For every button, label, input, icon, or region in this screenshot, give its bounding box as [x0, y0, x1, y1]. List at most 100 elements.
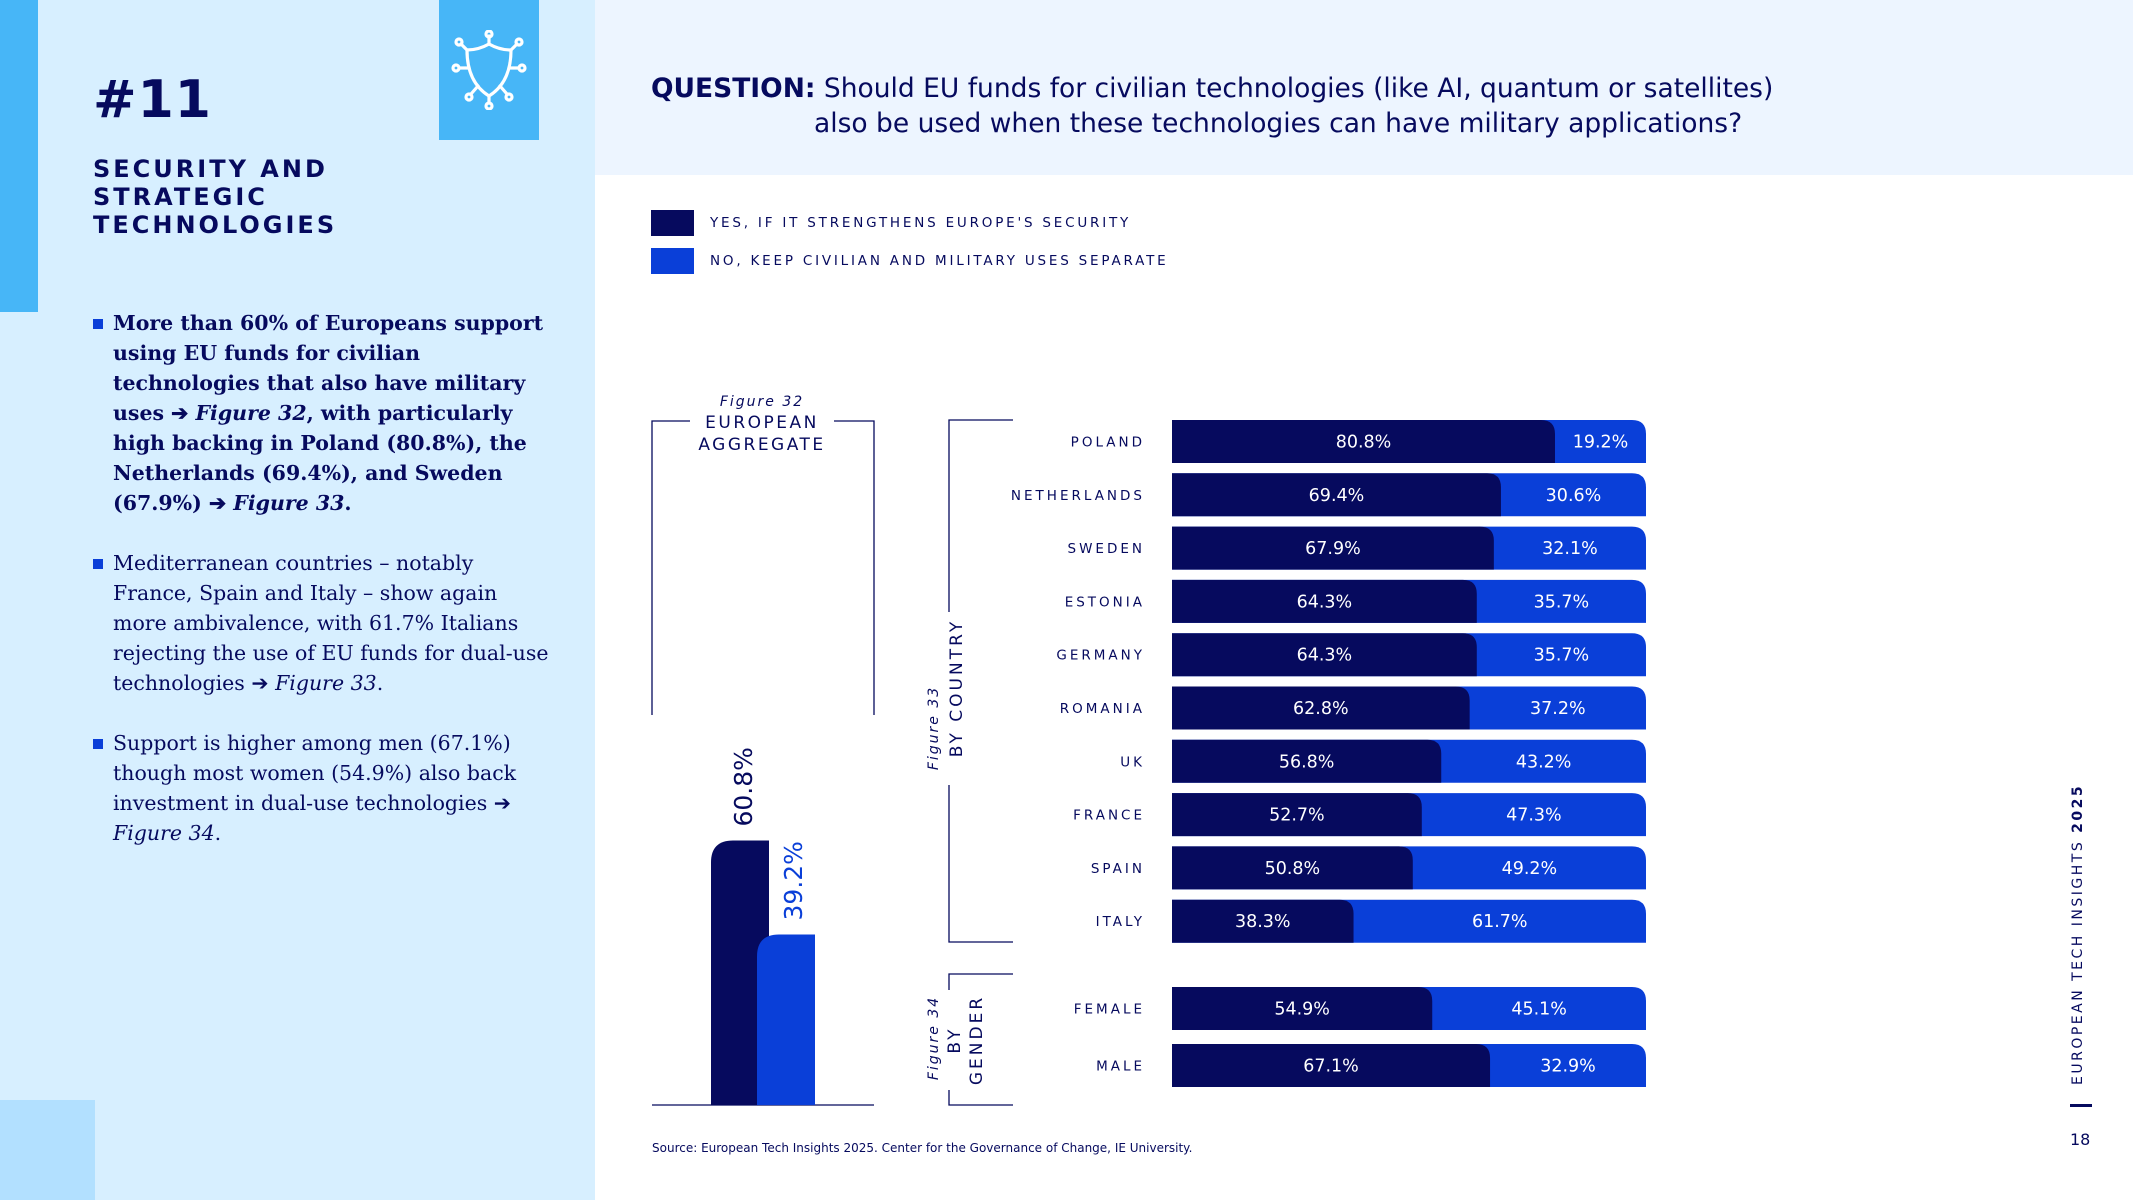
bar-yes — [1172, 739, 1442, 783]
bar-yes — [1172, 473, 1501, 517]
accent-bar — [0, 0, 38, 312]
data-label-no: 47.3% — [1506, 806, 1562, 826]
chart-title: BY COUNTRY — [947, 619, 967, 757]
bullet-text: . — [344, 491, 352, 515]
data-label-no: 39.2% — [779, 841, 808, 920]
bullet-text: More than 60% of Europeans support using… — [113, 311, 544, 425]
side-title-text: EUROPEAN TECH INSIGHTS 2025 — [2070, 784, 2086, 1085]
bar-yes — [1172, 846, 1413, 890]
legend-item-no: NO, KEEP CIVILIAN AND MILITARY USES SEPA… — [651, 248, 1169, 274]
data-label-yes: 67.1% — [1303, 1057, 1359, 1077]
data-label-no: 49.2% — [1502, 859, 1558, 879]
data-label-no: 32.1% — [1542, 539, 1598, 559]
bullet-marker — [93, 559, 103, 569]
bullet-text: , with particularly high backing in Pola… — [113, 401, 527, 515]
survey-question: QUESTION: Should EU funds for civilian t… — [651, 71, 1951, 141]
category-label: SPAIN — [1091, 861, 1145, 877]
chart-legend: YES, IF IT STRENGTHENS EUROPE'S SECURITY… — [651, 210, 1169, 286]
legend-item-yes: YES, IF IT STRENGTHENS EUROPE'S SECURITY — [651, 210, 1169, 236]
figure-label: Figure 33 — [926, 686, 942, 770]
key-findings-list: More than 60% of Europeans support using… — [93, 308, 553, 878]
bracket-line — [834, 420, 875, 715]
category-label: ROMANIA — [1060, 701, 1145, 717]
data-label-yes: 62.8% — [1293, 699, 1349, 719]
data-label-no: 37.2% — [1530, 699, 1586, 719]
section-icon-box — [439, 0, 539, 140]
bar-yes — [1172, 526, 1494, 570]
data-label-yes: 80.8% — [1336, 433, 1392, 453]
side-title: EUROPEAN TECH INSIGHTS 2025 — [2070, 784, 2100, 1085]
category-label: FRANCE — [1073, 808, 1145, 824]
category-label: ESTONIA — [1065, 594, 1145, 610]
shield-circuit-icon — [451, 30, 527, 110]
bullet-text: ➔ — [251, 671, 276, 695]
data-label-no: 61.7% — [1472, 912, 1528, 932]
bullet-text: ➔ — [493, 791, 511, 815]
left-panel: #11 SECURITY AND STRATEGIC TECHNOLOGIES … — [0, 0, 595, 1200]
page-number: 18 — [2070, 1130, 2091, 1149]
data-label-no: 19.2% — [1573, 433, 1629, 453]
data-label-yes: 56.8% — [1279, 752, 1335, 772]
category-label: MALE — [1096, 1059, 1145, 1075]
category-label: POLAND — [1071, 435, 1145, 451]
data-label-no: 32.9% — [1540, 1057, 1596, 1077]
figure-label: Figure 34 — [926, 996, 942, 1080]
chart-title-line: EUROPEAN — [705, 413, 819, 433]
bracket-line — [651, 420, 690, 715]
question-line-1: Should EU funds for civilian technologie… — [823, 73, 1774, 104]
bracket-line — [948, 785, 1013, 943]
legend-label-no: NO, KEEP CIVILIAN AND MILITARY USES SEPA… — [710, 253, 1169, 269]
bullet-point: More than 60% of Europeans support using… — [93, 308, 553, 518]
bullet-marker — [93, 319, 103, 329]
data-label-no: 43.2% — [1516, 752, 1572, 772]
bullet-text: Support is higher among men (67.1%) thou… — [113, 731, 517, 815]
question-band — [595, 0, 2133, 175]
bar-yes — [1172, 899, 1354, 943]
legend-swatch-yes — [651, 210, 694, 236]
data-label-no: 30.6% — [1546, 486, 1602, 506]
aggregate-bar-no — [757, 934, 815, 1105]
data-label-yes: 54.9% — [1274, 1000, 1330, 1020]
bracket-line — [948, 419, 1013, 612]
chart-title-line: AGGREGATE — [698, 435, 825, 455]
accent-square — [0, 1100, 95, 1200]
data-label-yes: 50.8% — [1265, 859, 1321, 879]
side-rule — [2070, 1104, 2092, 1107]
data-label-no: 35.7% — [1534, 646, 1590, 666]
bullet-text: . — [376, 671, 384, 695]
bullet-point: Mediterranean countries – notably France… — [93, 548, 553, 698]
chart-title-line: BY — [945, 1026, 965, 1053]
data-label-yes: 64.3% — [1297, 592, 1353, 612]
data-label-no: 45.1% — [1511, 1000, 1567, 1020]
question-line-2: also be used when these technologies can… — [814, 108, 1743, 139]
bullet-text: ➔ — [208, 491, 234, 515]
bracket-line — [948, 1090, 1013, 1106]
bar-yes — [1172, 793, 1422, 837]
figure-reference: Figure 32 — [195, 401, 307, 425]
category-label: NETHERLANDS — [1011, 488, 1145, 504]
figure-reference: Figure 33 — [275, 671, 377, 695]
side-title-year: 2025 — [2070, 783, 2086, 833]
data-label-no: 35.7% — [1534, 592, 1590, 612]
legend-label-yes: YES, IF IT STRENGTHENS EUROPE'S SECURITY — [710, 215, 1132, 231]
bracket-line — [948, 973, 1013, 990]
bar-yes — [1172, 987, 1433, 1030]
figure-label: Figure 32 — [720, 394, 804, 410]
figure-reference: Figure 34 — [113, 821, 215, 845]
bullet-marker — [93, 739, 103, 749]
data-label-yes: 64.3% — [1297, 646, 1353, 666]
section-number: #11 — [93, 70, 212, 130]
side-title-label: EUROPEAN TECH INSIGHTS — [2070, 832, 2086, 1085]
bar-yes — [1172, 579, 1477, 623]
category-label: ITALY — [1096, 914, 1145, 930]
data-label-yes: 38.3% — [1235, 912, 1291, 932]
source-note: Source: European Tech Insights 2025. Cen… — [652, 1141, 1193, 1155]
figure-reference: Figure 33 — [233, 491, 345, 515]
bar-yes — [1172, 420, 1555, 463]
bar-yes — [1172, 686, 1470, 730]
section-title: SECURITY AND STRATEGIC TECHNOLOGIES — [93, 155, 338, 239]
data-label-yes: 67.9% — [1305, 539, 1361, 559]
question-label: QUESTION: — [651, 73, 816, 104]
bullet-text: ➔ — [171, 401, 196, 425]
